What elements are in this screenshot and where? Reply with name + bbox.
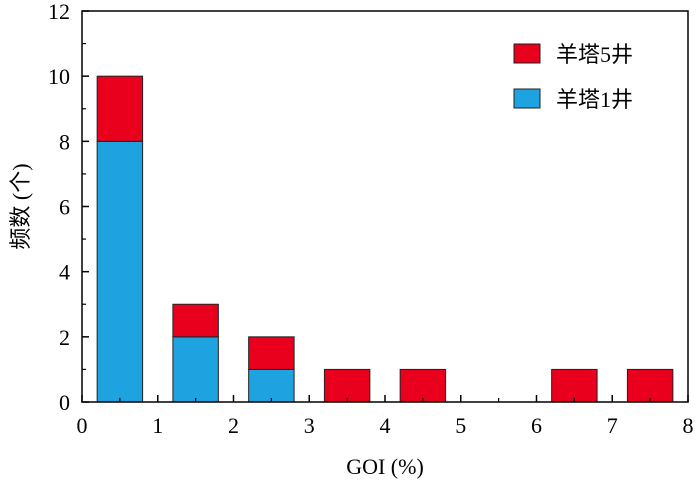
x-tick-label: 6 — [531, 413, 542, 438]
bar-series-1-bin-6 — [626, 368, 674, 403]
y-tick-label: 2 — [59, 325, 70, 350]
bar-series-0-bin-0 — [96, 140, 144, 403]
x-axis-title: GOI (%) — [346, 454, 424, 479]
bars-layer — [96, 75, 674, 403]
x-tick-label: 8 — [683, 413, 694, 438]
bar-series-0-bin-2 — [248, 368, 295, 403]
legend-label: 羊塔1井 — [556, 87, 633, 112]
x-tick-label: 1 — [152, 413, 163, 438]
bar-series-0-bin-1 — [172, 336, 219, 403]
x-tick-label: 3 — [304, 413, 315, 438]
y-tick-label: 0 — [59, 390, 70, 415]
legend-swatch — [513, 88, 541, 109]
x-tick-label: 0 — [77, 413, 88, 438]
y-tick-label: 8 — [59, 129, 70, 154]
x-tick-label: 2 — [228, 413, 239, 438]
y-tick-label: 6 — [59, 195, 70, 220]
y-axis-title: 频数 (个) — [8, 163, 33, 249]
bar-series-1-bin-4 — [399, 368, 447, 403]
x-tick-label: 5 — [455, 413, 466, 438]
bar-series-1-bin-3 — [323, 368, 371, 403]
legend-label: 羊塔5井 — [556, 42, 633, 67]
bar-series-1-bin-2 — [248, 336, 295, 370]
y-tick-label: 4 — [59, 260, 70, 285]
bar-series-1-bin-0 — [96, 75, 144, 142]
y-tick-label: 12 — [48, 0, 70, 24]
x-tick-label: 7 — [607, 413, 618, 438]
x-tick-label: 4 — [380, 413, 391, 438]
legend-swatch — [513, 43, 541, 64]
bar-series-1-bin-1 — [172, 303, 219, 338]
y-tick-label: 10 — [48, 64, 70, 89]
bar-series-1-bin-5 — [551, 368, 598, 403]
